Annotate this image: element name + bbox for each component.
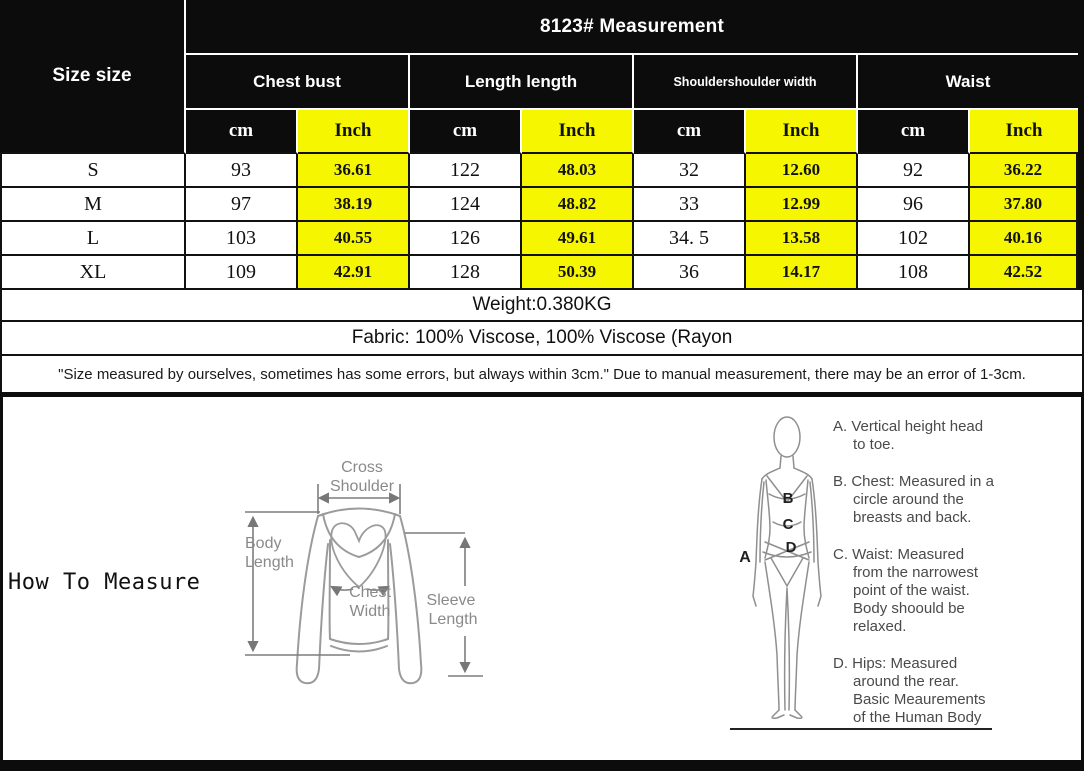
shoulder-inch-cell: 13.58	[746, 222, 858, 256]
length-cm-cell: 122	[410, 154, 522, 188]
waist-cm-cell: 108	[858, 256, 970, 290]
note-d: D. Hips: Measured around the rear. Basic…	[833, 655, 986, 726]
length-inch-cell: 50.39	[522, 256, 634, 290]
chest-width-arrow	[330, 585, 354, 597]
fabric-row: Fabric: 100% Viscose, 100% Viscose (Rayo…	[0, 322, 1084, 356]
waist-cm-cell: 96	[858, 188, 970, 222]
unit-inch-waist: Inch	[970, 110, 1079, 154]
table-row-s: S 93 36.61 122 48.03 32 12.60 92 36.22	[0, 154, 1084, 188]
svg-text:Shoulder: Shoulder	[330, 478, 395, 495]
shoulder-cm-cell: 36	[634, 256, 746, 290]
how-to-measure-heading: How To Measure	[8, 570, 201, 595]
figure-label-d: D	[786, 539, 797, 556]
body-length-label: Body	[245, 535, 281, 552]
length-inch-cell: 48.03	[522, 154, 634, 188]
measure-arrows	[245, 484, 483, 677]
waist-inch-cell: 37.80	[970, 188, 1079, 222]
note-a: A. Vertical height head to toe.	[833, 418, 984, 453]
table-row-m: M 97 38.19 124 48.82 33 12.99 96 37.80	[0, 188, 1084, 222]
measurement-note-row: "Size measured by ourselves, sometimes h…	[0, 356, 1084, 392]
notes-underline-divider	[730, 728, 992, 730]
sleeve-length-label: Sleeve	[427, 592, 476, 609]
shoulder-inch-cell: 14.17	[746, 256, 858, 290]
shoulder-cm-cell: 32	[634, 154, 746, 188]
unit-inch-shoulder: Inch	[746, 110, 858, 154]
figure-label-b: B	[783, 490, 794, 507]
waist-inch-cell: 36.22	[970, 154, 1079, 188]
group-header-length: Length length	[410, 55, 634, 110]
length-inch-cell: 48.82	[522, 188, 634, 222]
waist-inch-cell: 42.52	[970, 256, 1079, 290]
shoulder-cm-cell: 33	[634, 188, 746, 222]
shoulder-cm-cell: 34. 5	[634, 222, 746, 256]
note-c: C. Waist: Measured from the narrowest po…	[833, 546, 979, 635]
unit-cm-waist: cm	[858, 110, 970, 154]
unit-inch-length: Inch	[522, 110, 634, 154]
unit-inch-chest: Inch	[298, 110, 410, 154]
length-cm-cell: 124	[410, 188, 522, 222]
unit-cm-length: cm	[410, 110, 522, 154]
sweater-outline	[295, 507, 423, 685]
unit-cm-shoulder: cm	[634, 110, 746, 154]
table-row-xl: XL 109 42.91 128 50.39 36 14.17 108 42.5…	[0, 256, 1084, 290]
chest-inch-cell: 40.55	[298, 222, 410, 256]
svg-text:Length: Length	[245, 554, 294, 571]
cross-shoulder-label: Cross	[341, 459, 383, 476]
size-cell: L	[0, 222, 186, 256]
svg-text:Length: Length	[429, 611, 478, 628]
figure-label-a: A	[739, 549, 751, 566]
unit-cm-chest: cm	[186, 110, 298, 154]
chest-inch-cell: 36.61	[298, 154, 410, 188]
measure-notes: A. Vertical height head to toe. B. Chest…	[833, 418, 1008, 746]
chest-cm-cell: 97	[186, 188, 298, 222]
table-row-l: L 103 40.55 126 49.61 34. 5 13.58 102 40…	[0, 222, 1084, 256]
note-b: B. Chest: Measured in a circle around th…	[833, 473, 994, 526]
weight-row: Weight:0.380KG	[0, 290, 1084, 322]
length-cm-cell: 126	[410, 222, 522, 256]
table-right-edge-bar	[1078, 0, 1084, 290]
chest-inch-cell: 38.19	[298, 188, 410, 222]
chest-cm-cell: 103	[186, 222, 298, 256]
group-header-waist: Waist	[858, 55, 1079, 110]
size-cell: M	[0, 188, 186, 222]
length-cm-cell: 128	[410, 256, 522, 290]
size-cell: S	[0, 154, 186, 188]
group-header-chest: Chest bust	[186, 55, 410, 110]
table-title: 8123# Measurement	[186, 0, 1079, 55]
waist-cm-cell: 102	[858, 222, 970, 256]
waist-cm-cell: 92	[858, 154, 970, 188]
shoulder-inch-cell: 12.60	[746, 154, 858, 188]
svg-text:Width: Width	[350, 603, 391, 620]
size-cell: XL	[0, 256, 186, 290]
figure-label-c: C	[783, 516, 794, 533]
waist-inch-cell: 40.16	[970, 222, 1079, 256]
size-column-header: Size size	[0, 0, 186, 154]
chest-width-label: Chest	[349, 584, 391, 601]
group-header-shoulder: Shouldershoulder width	[634, 55, 858, 110]
chest-cm-cell: 109	[186, 256, 298, 290]
garment-measure-diagram: Cross Shoulder Body Length Chest Width S…	[245, 459, 483, 685]
chest-inch-cell: 42.91	[298, 256, 410, 290]
body-figure-diagram: A B C D	[739, 416, 822, 719]
chest-cm-cell: 93	[186, 154, 298, 188]
measurement-table: Size size 8123# Measurement Chest bust L…	[0, 0, 1084, 392]
length-inch-cell: 49.61	[522, 222, 634, 256]
body-outline	[752, 416, 822, 719]
how-to-measure-section: How To Measure	[0, 392, 1084, 771]
shoulder-inch-cell: 12.99	[746, 188, 858, 222]
